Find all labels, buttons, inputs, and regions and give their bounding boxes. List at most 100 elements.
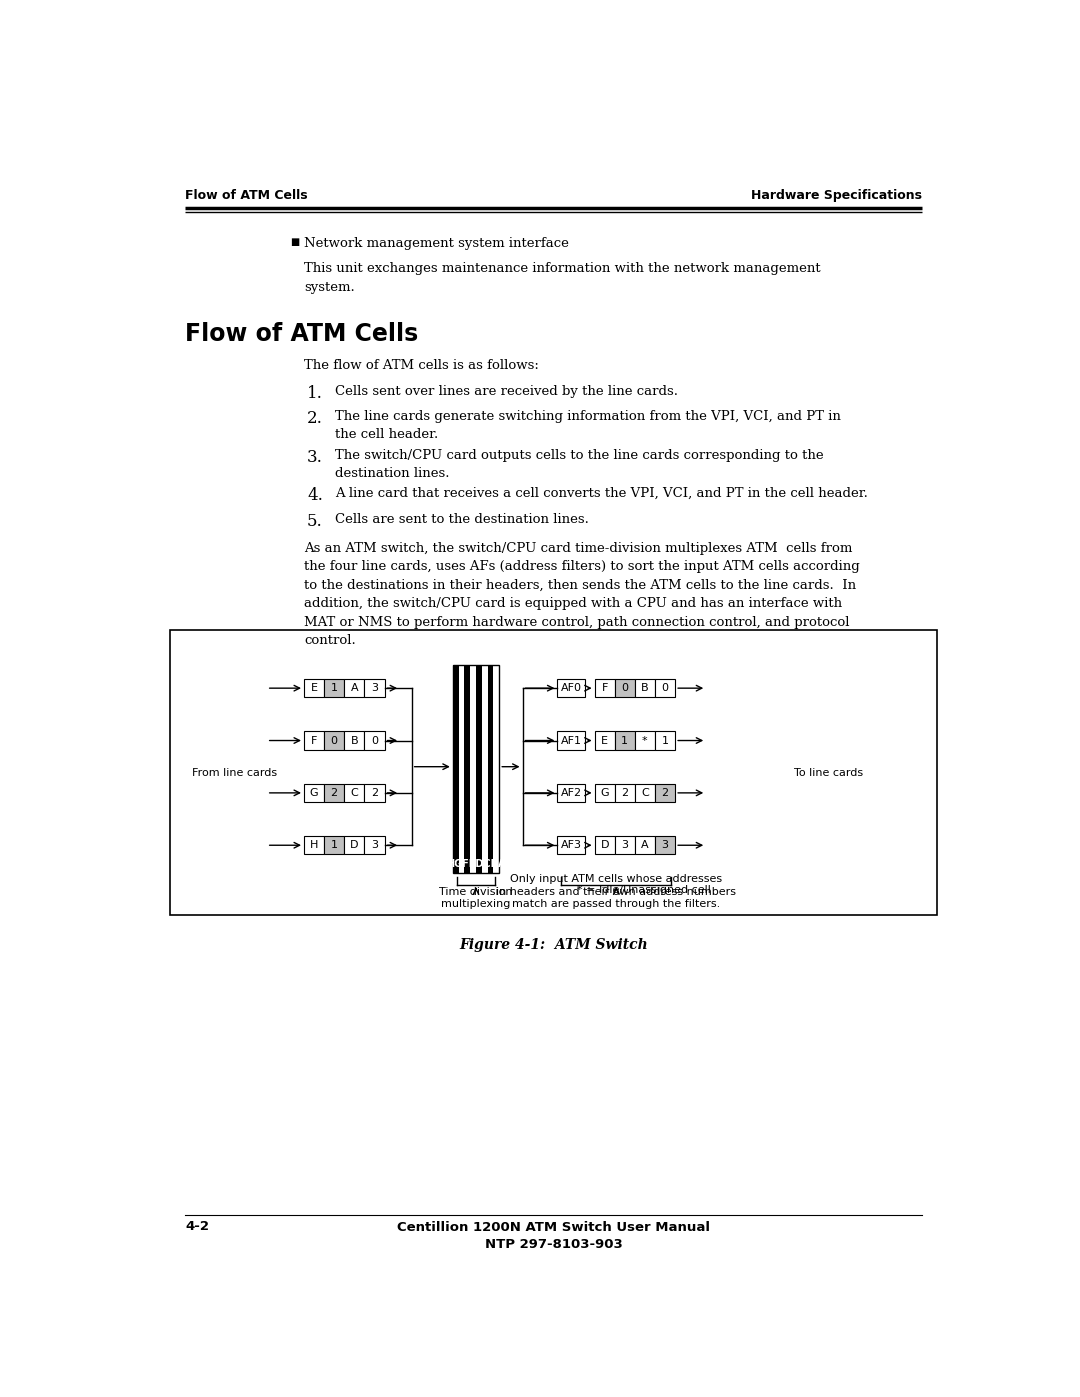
Text: The flow of ATM cells is as follows:: The flow of ATM cells is as follows: (303, 359, 539, 372)
Bar (170, 630, 937, 915)
Text: A: A (642, 840, 649, 851)
Text: AF2: AF2 (561, 788, 582, 798)
Text: 2: 2 (621, 788, 629, 798)
Text: 0: 0 (662, 683, 669, 693)
Text: C: C (642, 788, 649, 798)
Text: 3: 3 (621, 840, 629, 851)
Bar (494, 665, 499, 873)
Text: E: E (311, 683, 318, 693)
Text: *: * (643, 735, 648, 746)
Text: From line cards: From line cards (191, 768, 276, 778)
Text: 3: 3 (370, 840, 378, 851)
Text: 1: 1 (621, 735, 629, 746)
Text: AF0: AF0 (561, 683, 582, 693)
Bar (303, 679, 324, 697)
Text: 3: 3 (662, 840, 669, 851)
Bar (557, 731, 585, 750)
Bar (595, 835, 615, 855)
Bar (324, 835, 345, 855)
Text: 1: 1 (330, 840, 338, 851)
Text: 3.: 3. (307, 448, 323, 465)
Bar (656, 784, 675, 802)
Text: ■: ■ (291, 237, 299, 247)
Text: As an ATM switch, the switch/CPU card time-division multiplexes ATM  cells from
: As an ATM switch, the switch/CPU card ti… (303, 542, 860, 647)
Text: Centillion 1200N ATM Switch User Manual
NTP 297-8103-903: Centillion 1200N ATM Switch User Manual … (397, 1221, 710, 1250)
Text: F: F (602, 683, 608, 693)
Bar (459, 665, 464, 873)
Bar (345, 784, 364, 802)
Bar (470, 665, 476, 873)
Text: Cells are sent to the destination lines.: Cells are sent to the destination lines. (335, 513, 589, 525)
Text: C: C (350, 788, 359, 798)
Text: This unit exchanges maintenance information with the network management
system.: This unit exchanges maintenance informat… (303, 261, 821, 293)
Text: A: A (351, 683, 359, 693)
Text: 0: 0 (621, 683, 629, 693)
Bar (303, 835, 324, 855)
Bar (656, 731, 675, 750)
Text: 1: 1 (662, 735, 669, 746)
Text: E: E (602, 735, 608, 746)
Text: H: H (310, 840, 319, 851)
Text: Hardware Specifications: Hardware Specifications (751, 189, 921, 203)
Text: Time division
multiplexing: Time division multiplexing (440, 887, 513, 909)
Text: A line card that receives a cell converts the VPI, VCI, and PT in the cell heade: A line card that receives a cell convert… (335, 488, 868, 500)
Text: G: G (310, 788, 319, 798)
Bar (615, 731, 635, 750)
Text: 1: 1 (330, 683, 338, 693)
Bar (453, 665, 459, 873)
Bar (635, 784, 656, 802)
Text: Only input ATM cells whose addresses
in headers and their own address numbers
ma: Only input ATM cells whose addresses in … (497, 875, 737, 909)
Bar (595, 731, 615, 750)
Text: 4.: 4. (307, 488, 323, 504)
Text: Flow of ATM Cells: Flow of ATM Cells (186, 189, 308, 203)
Bar (364, 679, 384, 697)
Text: AF3: AF3 (561, 840, 582, 851)
Text: 3: 3 (370, 683, 378, 693)
Bar (303, 784, 324, 802)
Bar (615, 835, 635, 855)
Text: F: F (311, 735, 318, 746)
Bar (595, 784, 615, 802)
Text: 4-2: 4-2 (186, 1220, 210, 1234)
Bar (476, 665, 482, 873)
Text: 2.: 2. (307, 411, 323, 427)
Bar (464, 665, 470, 873)
Text: HGFEDCBA: HGFEDCBA (446, 859, 505, 869)
Bar (324, 731, 345, 750)
Bar (595, 679, 615, 697)
Text: 0: 0 (370, 735, 378, 746)
Text: Cells sent over lines are received by the line cards.: Cells sent over lines are received by th… (335, 384, 678, 398)
Bar (364, 835, 384, 855)
Bar (364, 731, 384, 750)
Text: Figure 4-1:  ATM Switch: Figure 4-1: ATM Switch (459, 939, 648, 953)
Bar (324, 679, 345, 697)
Bar (364, 784, 384, 802)
Bar (345, 731, 364, 750)
Text: Flow of ATM Cells: Flow of ATM Cells (186, 321, 419, 345)
Bar (345, 835, 364, 855)
Bar (635, 835, 656, 855)
Bar (557, 784, 585, 802)
Text: 2: 2 (662, 788, 669, 798)
Bar (488, 665, 494, 873)
Bar (615, 784, 635, 802)
Text: The switch/CPU card outputs cells to the line cards corresponding to the
destina: The switch/CPU card outputs cells to the… (335, 448, 824, 479)
Text: * = Idle/Unassigned cell: * = Idle/Unassigned cell (577, 884, 711, 894)
Text: 0: 0 (330, 735, 338, 746)
Text: AF1: AF1 (561, 735, 582, 746)
Bar (635, 731, 656, 750)
Text: G: G (600, 788, 609, 798)
Bar (635, 679, 656, 697)
Text: B: B (642, 683, 649, 693)
Text: 2: 2 (330, 788, 338, 798)
Text: D: D (600, 840, 609, 851)
Text: 1.: 1. (307, 384, 323, 402)
Bar (324, 784, 345, 802)
Text: D: D (350, 840, 359, 851)
Bar (345, 679, 364, 697)
Bar (656, 679, 675, 697)
Bar (482, 665, 488, 873)
Bar (557, 679, 585, 697)
Text: 2: 2 (370, 788, 378, 798)
Bar (615, 679, 635, 697)
